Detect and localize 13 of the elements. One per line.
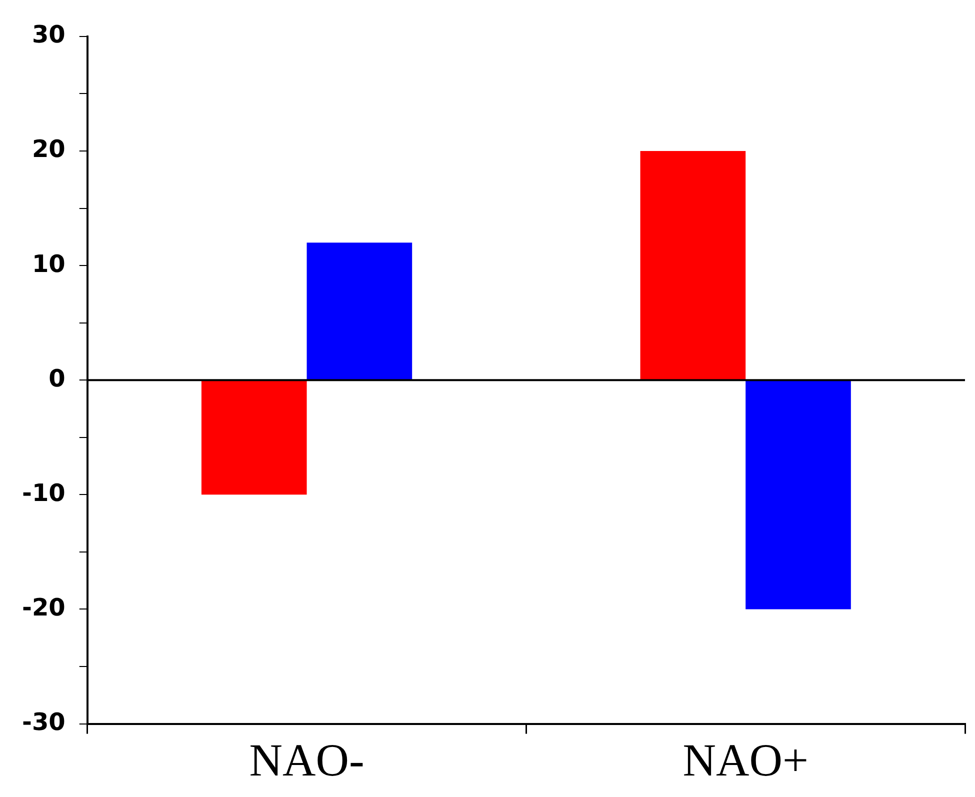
bar	[306, 242, 412, 380]
bar	[746, 380, 851, 610]
x-tick-label: NAO-	[249, 734, 364, 786]
bar	[640, 150, 746, 380]
y-tick-label: -20	[22, 593, 66, 622]
y-tick-label: -10	[22, 478, 66, 507]
y-tick-label: 30	[32, 20, 66, 49]
y-tick-label: -30	[22, 708, 66, 736]
y-tick-label: 10	[32, 250, 66, 278]
y-tick-label: 0	[48, 364, 66, 392]
bar	[201, 380, 307, 495]
x-tick-label: NAO+	[682, 734, 808, 786]
y-tick-label: 20	[32, 135, 66, 164]
